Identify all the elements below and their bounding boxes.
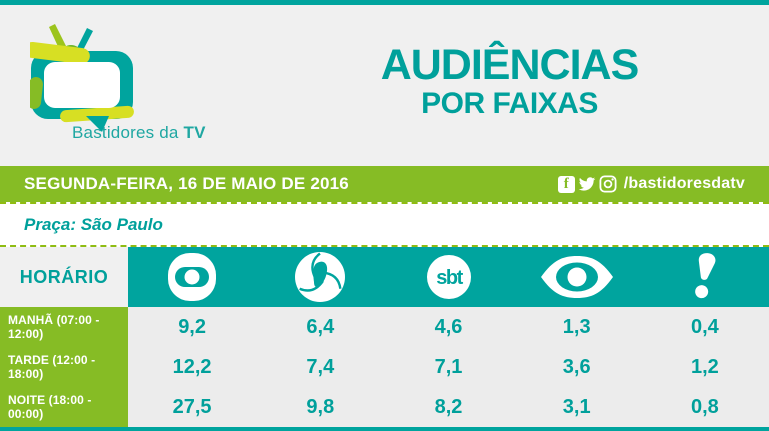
globo-logo-icon — [168, 253, 217, 301]
brand-name: Bastidores da TV — [72, 123, 292, 143]
rating-value: 1,3 — [562, 315, 591, 338]
top-accent-bar — [0, 0, 769, 5]
rating-value: 3,6 — [562, 355, 591, 378]
table-row-noite: NOITE (18:00 - 00:00) 27,5 9,8 8,2 3,1 0… — [0, 387, 769, 427]
bottom-accent-bar — [0, 427, 769, 431]
table-body: MANHÃ (07:00 - 12:00) 9,2 6,4 4,6 1,3 0,… — [0, 307, 769, 427]
rating-value: 4,6 — [434, 315, 463, 338]
channel-record — [256, 247, 384, 307]
record-logo-icon — [295, 252, 346, 302]
header: Bastidores da TV AUDIÊNCIAS POR FAIXAS — [0, 5, 769, 166]
title-line-2: POR FAIXAS — [421, 87, 598, 121]
row-values: 27,5 9,8 8,2 3,1 0,8 — [128, 387, 769, 427]
channel-band — [513, 247, 641, 307]
region-strip: Praça: São Paulo — [0, 202, 769, 247]
page-title: AUDIÊNCIAS POR FAIXAS — [250, 41, 769, 121]
tv-logo-icon — [30, 24, 134, 132]
channel-header-band: sbt — [128, 247, 769, 307]
rating-value: 3,1 — [562, 395, 591, 418]
region-label: Praça: São Paulo — [24, 214, 163, 234]
svg-text:sbt: sbt — [436, 267, 463, 289]
horario-header: HORÁRIO — [0, 247, 128, 307]
twitter-icon[interactable] — [578, 175, 596, 193]
brand-name-regular: Bastidores da — [72, 123, 184, 142]
social-links: f /bastidoresdatv — [557, 166, 745, 202]
title-line-1: AUDIÊNCIAS — [380, 41, 640, 89]
redetv-logo-icon — [695, 253, 716, 299]
instagram-icon[interactable] — [599, 175, 617, 193]
date-bar: SEGUNDA-FEIRA, 16 DE MAIO DE 2016 f /bas… — [0, 166, 769, 202]
rating-value: 7,4 — [306, 355, 335, 378]
row-label: NOITE (18:00 - 00:00) — [0, 387, 128, 427]
social-handle[interactable]: /bastidoresdatv — [623, 175, 745, 192]
rating-value: 0,8 — [691, 395, 719, 418]
channel-sbt: sbt — [384, 247, 512, 307]
rating-value: 1,2 — [691, 355, 719, 378]
row-label: TARDE (12:00 - 18:00) — [0, 347, 128, 387]
rating-value: 8,2 — [434, 395, 463, 418]
row-values: 12,2 7,4 7,1 3,6 1,2 — [128, 347, 769, 387]
rating-value: 6,4 — [306, 315, 335, 338]
table-row-tarde: TARDE (12:00 - 18:00) 12,2 7,4 7,1 3,6 1… — [0, 347, 769, 387]
rating-value: 9,8 — [306, 395, 335, 418]
rating-value: 7,1 — [434, 355, 463, 378]
facebook-icon[interactable]: f — [557, 175, 575, 193]
table-header: HORÁRIO — [0, 247, 769, 307]
brand-name-bold: TV — [183, 123, 206, 142]
rating-value: 0,4 — [691, 315, 719, 338]
channel-globo — [128, 247, 256, 307]
row-values: 9,2 6,4 4,6 1,3 0,4 — [128, 307, 769, 347]
channel-redetv — [641, 247, 769, 307]
sbt-logo-icon: sbt — [426, 255, 471, 299]
date-text: SEGUNDA-FEIRA, 16 DE MAIO DE 2016 — [24, 174, 349, 193]
row-label: MANHÃ (07:00 - 12:00) — [0, 307, 128, 347]
table-row-manha: MANHÃ (07:00 - 12:00) 9,2 6,4 4,6 1,3 0,… — [0, 307, 769, 347]
band-logo-icon — [540, 256, 613, 298]
rating-value: 27,5 — [172, 395, 212, 418]
rating-value: 9,2 — [178, 315, 206, 338]
rating-value: 12,2 — [172, 355, 212, 378]
